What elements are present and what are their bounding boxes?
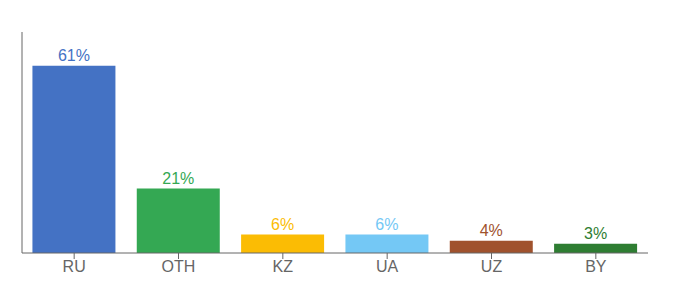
svg-text:RU: RU <box>63 258 86 275</box>
svg-text:6%: 6% <box>271 216 294 233</box>
svg-text:UA: UA <box>376 258 399 275</box>
svg-text:KZ: KZ <box>273 258 294 275</box>
svg-text:6%: 6% <box>375 216 398 233</box>
svg-text:4%: 4% <box>480 222 503 239</box>
svg-text:OTH: OTH <box>162 258 196 275</box>
svg-text:61%: 61% <box>58 47 90 64</box>
svg-text:BY: BY <box>585 258 607 275</box>
svg-text:UZ: UZ <box>481 258 503 275</box>
svg-text:3%: 3% <box>584 225 607 242</box>
svg-text:21%: 21% <box>162 170 194 187</box>
